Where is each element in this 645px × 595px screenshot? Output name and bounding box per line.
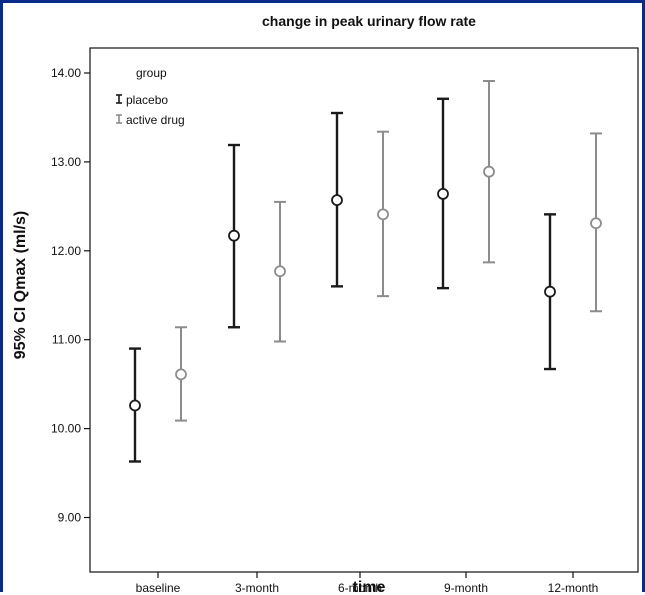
error-bar-active-drug [483,80,495,264]
error-bar-placebo [331,111,343,288]
error-bar-active-drug [590,132,602,313]
y-axis-label: 95% CI Qmax (ml/s) [12,211,29,360]
mean-marker [129,399,141,412]
mean-marker [437,188,449,200]
y-tick-label: 11.00 [52,333,81,347]
error-bar-placebo [228,143,240,329]
y-tick-label: 10.00 [51,422,81,436]
y-tick-label: 12.00 [51,244,81,258]
error-bar-active-drug [377,130,389,298]
mean-marker [377,208,389,221]
error-bar-placebo [544,213,556,371]
legend: group placebo active drug [116,66,185,127]
error-bar-placebo [437,97,449,290]
x-axis-label: time [353,579,386,595]
mean-marker [175,368,187,381]
mean-marker [228,229,240,242]
legend-marker-active-drug [116,114,122,124]
legend-label-active-drug: active drug [126,113,185,127]
y-tick-label: 9.00 [58,511,82,525]
mean-marker [483,165,495,178]
x-tick-label: baseline [136,581,181,595]
error-bars [129,80,602,463]
error-bar-chart: change in peak urinary flow rate 95% CI … [12,13,639,595]
mean-marker [331,194,343,207]
legend-label-placebo: placebo [126,93,168,107]
error-bar-active-drug [175,326,187,422]
mean-marker [274,265,286,278]
y-axis: 9.00 10.00 11.00 12.00 13.00 14.00 [51,66,90,525]
legend-marker-placebo [116,94,122,104]
y-tick-label: 13.00 [51,155,81,169]
error-bar-placebo [129,347,141,463]
mean-marker [544,285,556,298]
mean-marker [590,217,602,230]
x-tick-label: 3-month [235,581,279,595]
y-tick-label: 14.00 [51,66,81,80]
x-tick-label: 6-month [338,581,382,595]
plot-area [89,47,639,573]
legend-title: group [136,66,167,80]
error-bar-active-drug [274,200,286,343]
x-tick-label: 12-month [548,581,599,595]
x-tick-label: 9-month [444,581,488,595]
chart-title: change in peak urinary flow rate [262,13,476,29]
